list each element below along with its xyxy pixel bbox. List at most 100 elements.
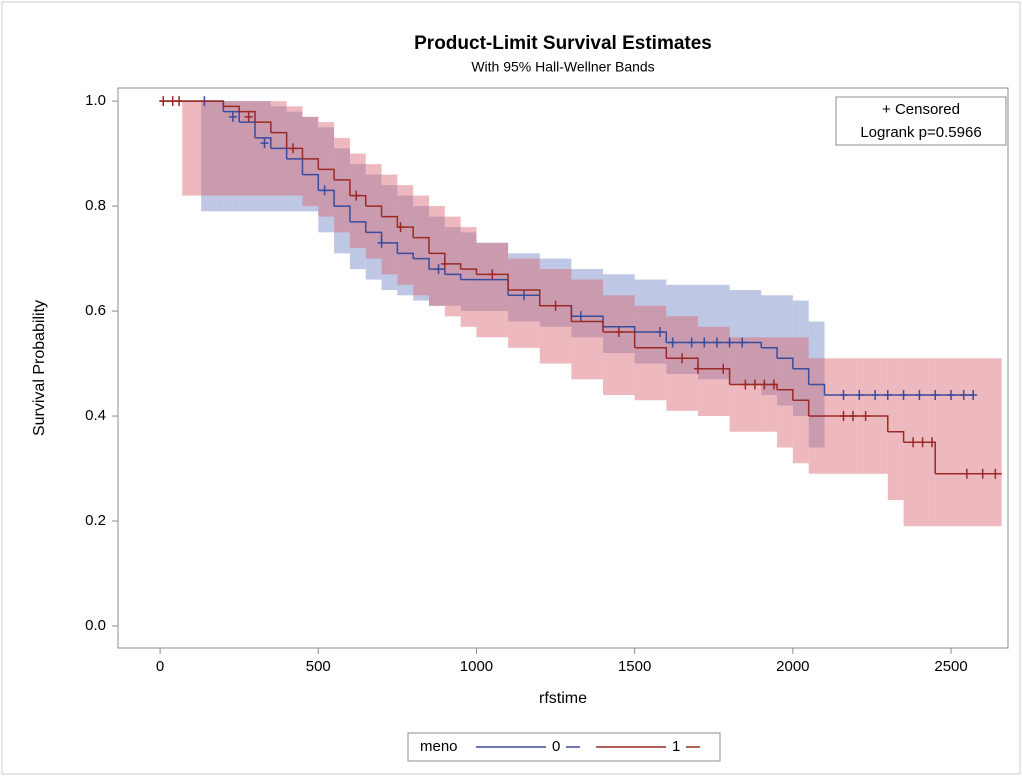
censor-mark [931,390,940,401]
survival-step [429,268,446,275]
survival-step [413,257,430,270]
survival-step [761,347,778,359]
censor-mark [712,337,721,348]
censor-mark [288,143,297,154]
censor-mark [978,468,987,479]
censor-mark [396,222,405,233]
confidence-band [571,279,604,380]
confidence-band [460,232,477,312]
survival-step [397,252,414,259]
censor-mark [352,190,361,201]
confidence-band [334,148,350,254]
confidence-band [239,101,255,212]
survival-step [603,331,636,348]
confidence-band [302,116,319,212]
censor-mark [848,411,857,422]
legend-label: 1 [672,738,680,755]
confidence-band [935,358,1002,527]
censor-mark [678,353,687,364]
confidence-band [365,174,382,280]
censor-mark [839,390,848,401]
confidence-band [634,305,667,401]
survival-step [539,305,573,322]
confidence-band [777,295,793,406]
survival-step [777,357,794,369]
confidence-band [334,137,350,233]
survival-step [697,368,731,385]
censor-mark [883,390,892,401]
legend-box [407,732,721,762]
censor-mark [871,390,880,401]
y-tick-label: 0.4 [85,407,106,424]
confidence-band [444,227,461,306]
censor-mark [687,337,696,348]
censor-mark [175,96,184,107]
confidence-band [349,164,366,270]
censor-mark [741,379,750,390]
censor-mark [576,311,585,322]
confidence-band [207,101,224,196]
confidence-band [381,174,398,275]
y-tick-label: 1.0 [85,92,106,109]
censor-mark [918,437,927,448]
survival-step [302,173,320,191]
confidence-band [429,206,445,306]
inset-text: Logrank p=0.5966 [860,124,981,141]
confidence-band [539,258,572,327]
survival-step [254,121,272,133]
survival-step [381,242,399,254]
survival-step [444,273,462,280]
legend-label: 0 [552,738,560,755]
confidence-band [239,101,255,196]
confidence-band [397,195,414,296]
chart-title: Product-Limit Survival Estimates [414,33,712,54]
confidence-band [302,116,319,207]
censor-mark [861,411,870,422]
survival-step [334,179,351,196]
x-tick-label: 1500 [618,658,651,675]
confidence-band [761,295,778,396]
confidence-band [539,269,572,364]
censor-mark [760,379,769,390]
confidence-band [729,290,762,385]
censor-mark [769,379,778,390]
censor-mark [725,337,734,348]
censor-mark [839,411,848,422]
censor-mark [959,390,968,401]
survival-step [571,320,604,333]
censor-mark [228,111,237,122]
censor-mark [320,185,329,196]
survival-step [334,205,351,222]
confidence-band [603,295,635,396]
confidence-band [223,101,240,212]
censor-mark [719,363,728,374]
confidence-band [571,269,604,338]
censor-mark [738,337,747,348]
survival-step [508,289,541,306]
confidence-band [201,101,224,212]
chart-subtitle: With 95% Hall-Wellner Bands [471,59,654,75]
y-tick-label: 0.6 [85,302,106,319]
censor-mark [260,138,269,149]
survival-step [634,347,668,359]
y-axis-label: Survival Probability [31,300,48,436]
survival-step [792,368,810,385]
y-tick-label: 0.8 [85,197,106,214]
censor-mark [915,390,924,401]
confidence-band [397,185,414,285]
inset-text: + Censored [882,101,960,118]
survival-step [207,100,225,107]
confidence-band [666,316,698,411]
survival-step [286,158,304,175]
survival-step [254,137,272,149]
censor-mark [899,390,908,401]
confidence-band [254,101,271,212]
survival-step [808,383,826,396]
confidence-band [318,127,335,233]
censor-mark [855,390,864,401]
x-tick-label: 2000 [776,658,809,675]
confidence-band [413,195,430,296]
censor-mark [377,237,386,248]
x-tick-label: 2500 [934,658,967,675]
survival-step [349,221,367,233]
